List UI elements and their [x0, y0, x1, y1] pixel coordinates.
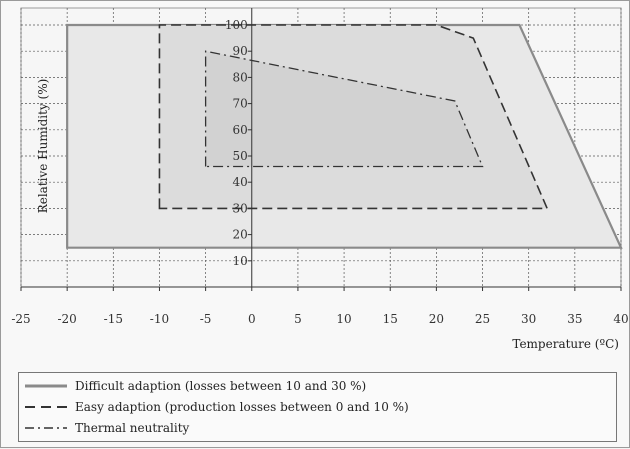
x-tick-label: 5: [294, 312, 302, 326]
x-tick-label: 10: [336, 312, 351, 326]
x-tick-label: 20: [429, 312, 444, 326]
legend-label-difficult: Difficult adaption (losses between 10 an…: [75, 379, 367, 393]
x-tick-label: -5: [200, 312, 212, 326]
x-tick-label: -25: [11, 312, 30, 326]
y-tick-label: 40: [232, 175, 247, 189]
legend-item-thermal: Thermal neutrality: [25, 419, 189, 437]
thermal-region-outline: [204, 50, 484, 168]
x-tick-label: 25: [475, 312, 490, 326]
legend-swatch-thermal: [25, 427, 67, 429]
tick-labels: 10 20 30 40 50 60 70 80 90 100 -25 -20 -15 -10 -5 0 5 10 1…: [11, 18, 628, 326]
y-tick-label: 50: [232, 149, 247, 163]
x-tick-label: 35: [567, 312, 582, 326]
legend-label-easy: Easy adaption (production losses between…: [75, 400, 409, 414]
x-tick-label: 40: [613, 312, 628, 326]
legend-item-difficult: Difficult adaption (losses between 10 an…: [25, 377, 366, 395]
region-areas: [66, 23, 623, 249]
axes: [20, 8, 622, 291]
y-tick-label: 30: [232, 201, 247, 215]
x-tick-label: 30: [521, 312, 536, 326]
legend-swatch-difficult: [25, 384, 67, 388]
y-tick-label: 90: [232, 44, 247, 58]
y-tick-label: 100: [225, 18, 248, 32]
y-tick-label: 10: [232, 254, 247, 268]
legend-label-thermal: Thermal neutrality: [75, 421, 190, 435]
x-tick-label: 15: [383, 312, 398, 326]
x-tick-label: 0: [248, 312, 256, 326]
x-tick-label: -20: [57, 312, 76, 326]
x-tick-label: -15: [104, 312, 123, 326]
legend-item-easy: Easy adaption (production losses between…: [25, 398, 409, 416]
legend: Difficult adaption (losses between 10 an…: [18, 372, 617, 442]
y-tick-label: 70: [232, 97, 247, 111]
x-axis-label: Temperature (ºC): [512, 337, 619, 351]
y-axis-label: Relative Humidity (%): [36, 79, 50, 214]
y-tick-label: 60: [232, 123, 247, 137]
thermal-region-fill: [205, 51, 483, 167]
y-tick-label: 20: [232, 228, 247, 242]
easy-region-outline: [158, 24, 549, 210]
difficult-region-outline: [66, 23, 623, 249]
y-tick-label: 80: [232, 70, 247, 84]
x-tick-label: -10: [150, 312, 169, 326]
legend-swatch-easy: [25, 406, 67, 408]
